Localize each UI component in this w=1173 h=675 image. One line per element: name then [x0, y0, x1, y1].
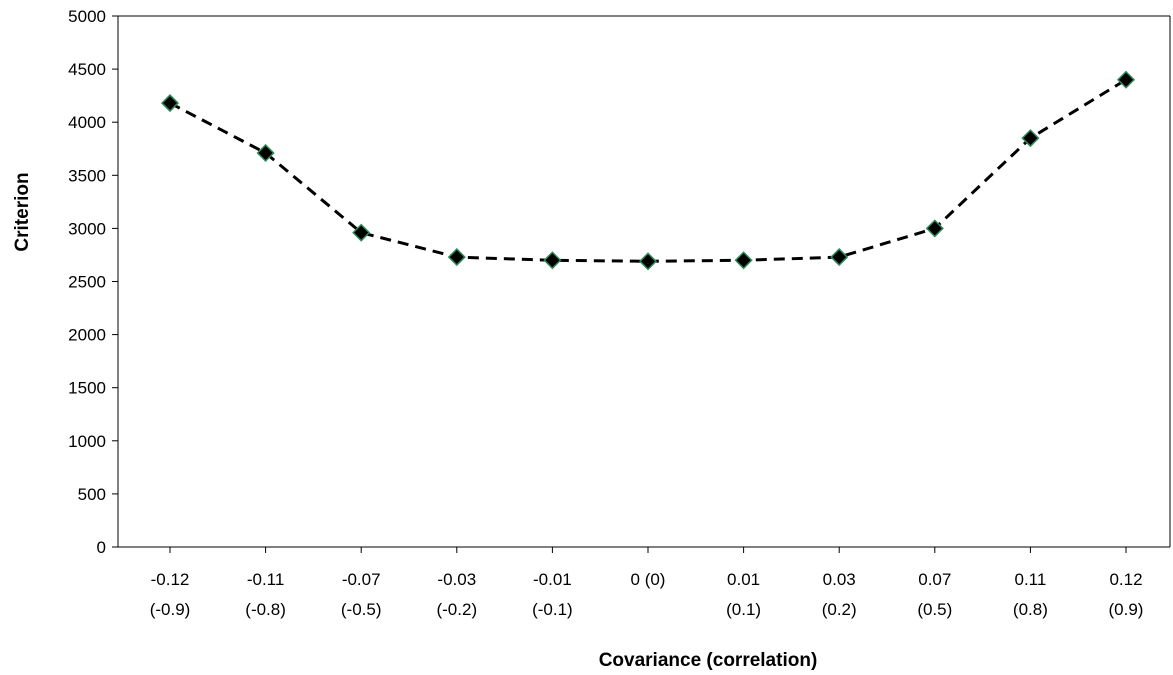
data-point-marker	[638, 252, 658, 271]
x-tick-label-line1: -0.12	[151, 570, 190, 589]
x-tick-label-line1: 0.11	[1014, 570, 1046, 589]
x-tick-label-line1: 0.12	[1109, 570, 1142, 589]
y-tick-label: 500	[78, 485, 106, 504]
x-tick-label-line1: -0.01	[533, 570, 572, 589]
x-tick-label-line2: (-0.8)	[245, 600, 286, 619]
x-tick-label-line2: (0.1)	[726, 600, 761, 619]
y-tick-label: 2000	[68, 326, 106, 345]
y-tick-label: 3500	[68, 166, 106, 185]
y-axis-title: Criterion	[12, 172, 33, 251]
data-point-marker	[160, 94, 180, 113]
data-point-marker	[830, 248, 849, 267]
y-tick-label: 0	[97, 538, 106, 557]
data-point-marker	[256, 143, 275, 163]
y-tick-label: 4500	[68, 60, 106, 79]
x-tick-label-line1: -0.03	[437, 570, 476, 589]
data-point-marker	[734, 251, 753, 270]
y-tick-label: 5000	[68, 7, 106, 26]
y-ticks: 0 500 1000 1500 2000 2500 3000 3500 4000 4500 5000	[68, 7, 118, 557]
x-tick-label-line2: (0.2)	[822, 600, 857, 619]
y-tick-label: 1000	[68, 432, 106, 451]
x-tick-label-line2: (-0.5)	[341, 600, 382, 619]
x-tick-label-line1: 0.03	[823, 570, 856, 589]
y-tick-label: 4000	[68, 113, 106, 132]
x-tick-label-line2: (0.5)	[917, 600, 952, 619]
x-tick-label-line2: (-0.9)	[150, 600, 191, 619]
x-tick-label-line1: -0.11	[247, 570, 285, 589]
x-tick-label-line2: (0.9)	[1109, 600, 1144, 619]
y-tick-label: 1500	[68, 379, 106, 398]
data-point-marker	[1116, 70, 1136, 89]
series-line	[169, 78, 1127, 263]
x-ticks: -0.12 (-0.9) -0.11 (-0.8) -0.07 (-0.5) -0.03 (-…	[150, 547, 1144, 619]
data-point-marker	[543, 251, 562, 270]
y-tick-label: 2500	[68, 273, 106, 292]
x-tick-label-line2: (0.8)	[1013, 600, 1048, 619]
x-tick-label-line2: (-0.2)	[436, 600, 477, 619]
data-point-marker	[1021, 129, 1040, 148]
y-tick-label: 3000	[68, 219, 106, 238]
data-point-marker	[352, 223, 371, 242]
x-tick-label-line2: (-0.1)	[532, 600, 573, 619]
x-tick-label-line1: 0.07	[918, 570, 951, 589]
x-axis-title: Covariance (correlation)	[599, 650, 818, 671]
x-tick-label-line1: 0.01	[727, 570, 760, 589]
x-tick-label-line1: 0 (0)	[631, 570, 666, 589]
x-tick-label-line1: -0.07	[342, 570, 381, 589]
data-point-marker	[447, 248, 466, 267]
axes	[117, 15, 1171, 548]
series-layer	[160, 70, 1136, 271]
data-point-marker	[925, 219, 944, 238]
